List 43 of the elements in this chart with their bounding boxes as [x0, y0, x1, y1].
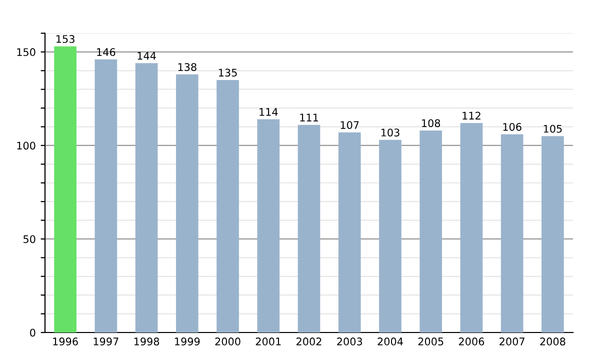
x-tick-label: 2005 [418, 338, 444, 346]
data-label: 114 [260, 108, 278, 116]
x-tick-label: 1996 [53, 338, 78, 346]
y-tick-label: 100 [17, 142, 36, 150]
x-tick-label: 2007 [500, 338, 524, 346]
data-label: 144 [138, 52, 156, 60]
bar [135, 63, 158, 332]
bar [54, 46, 76, 332]
bar [460, 123, 483, 332]
data-label: 103 [381, 128, 400, 136]
bar [500, 134, 524, 332]
data-label: 106 [503, 122, 522, 131]
y-tick-label: 50 [24, 235, 36, 244]
bar [298, 124, 320, 332]
x-tick-label: 2008 [540, 338, 566, 346]
data-label: 107 [340, 121, 359, 129]
x-tick-label: 1999 [175, 338, 200, 346]
data-label: 112 [462, 112, 480, 120]
bar [338, 132, 361, 332]
x-tick-label: 2006 [458, 338, 484, 346]
y-tick-label: 150 [17, 48, 36, 56]
x-tick-label: 2003 [337, 338, 362, 346]
bar [420, 130, 442, 332]
x-tick-label: 2001 [256, 338, 281, 346]
x-tick-label: 2004 [378, 338, 403, 346]
x-tick-label: 2000 [215, 338, 240, 346]
data-label: 135 [218, 68, 237, 77]
data-label: 153 [56, 35, 74, 43]
data-label: 105 [544, 124, 562, 133]
bar [216, 80, 239, 332]
bar [542, 136, 564, 332]
bar [379, 140, 402, 332]
bar [94, 59, 118, 332]
bar [257, 119, 280, 332]
data-label: 108 [422, 119, 440, 128]
bar [176, 74, 198, 332]
x-tick-label: 1997 [94, 338, 118, 346]
data-label: 111 [300, 114, 318, 122]
data-label: 146 [97, 48, 116, 56]
data-label: 138 [178, 63, 196, 71]
x-tick-label: 1998 [134, 338, 160, 346]
y-tick-label: 0 [30, 328, 36, 337]
x-tick-label: 2002 [296, 338, 322, 346]
